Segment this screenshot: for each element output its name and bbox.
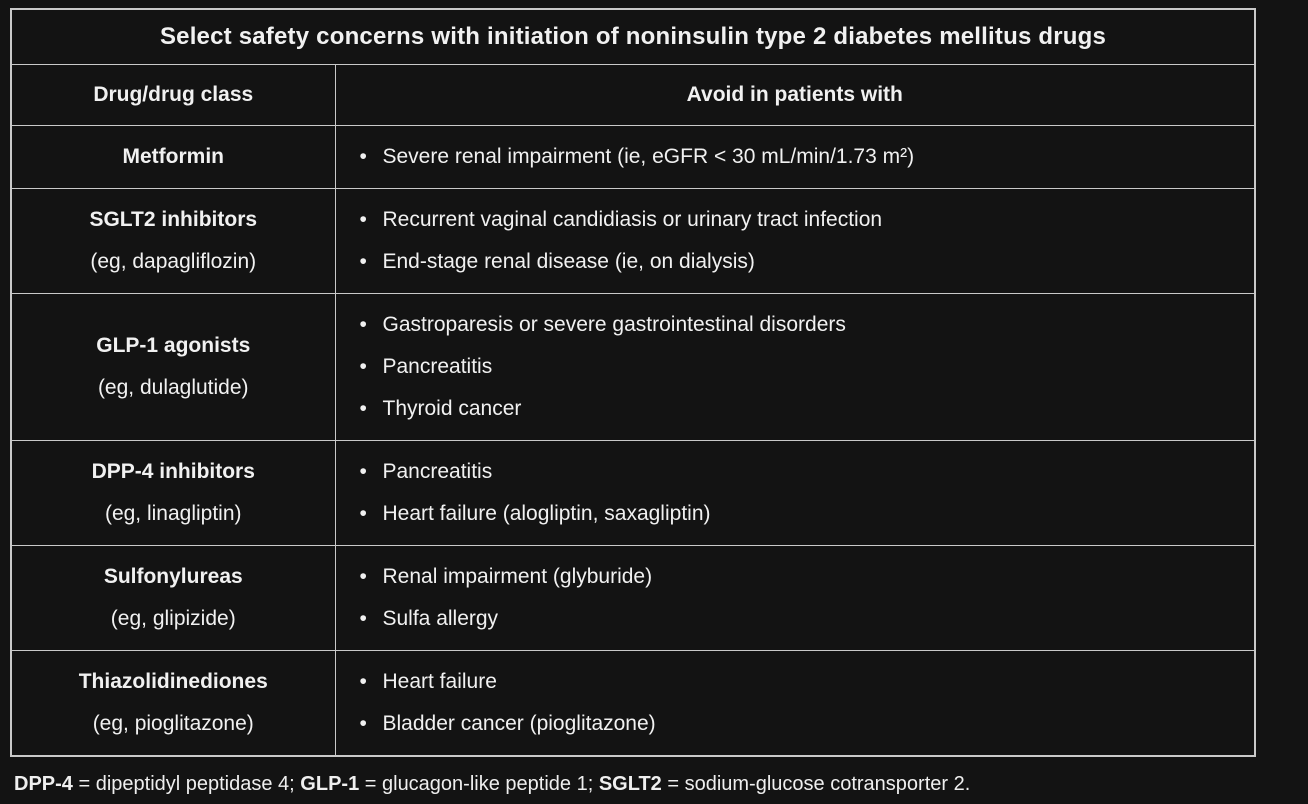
table-row-metformin: Metformin • Severe renal impairment (ie, …: [10, 125, 1256, 189]
avoid-cell: • Renal impairment (glyburide) • Sulfa all…: [334, 545, 1256, 651]
list-item-text: End-stage renal disease (ie, on dialysis…: [382, 250, 755, 273]
title-row: Select safety concerns with initiation o…: [10, 8, 1256, 65]
drug-example: (eg, pioglitazone): [92, 712, 254, 735]
drug-cell: Sulfonylureas (eg, glipizide): [10, 545, 336, 651]
footnote-text: = dipeptidyl peptidase 4;: [72, 773, 301, 795]
drug-name: GLP-1 agonists: [96, 334, 251, 357]
drug-cell: DPP-4 inhibitors (eg, linagliptin): [10, 440, 336, 546]
bullet-icon: •: [359, 565, 367, 588]
list-item-text: Sulfa allergy: [382, 607, 499, 630]
list-item-text: Bladder cancer (pioglitazone): [382, 712, 656, 735]
list-item: • Sulfa allergy: [360, 598, 1245, 640]
table-row-sglt2: SGLT2 inhibitors (eg, dapagliflozin) • Re…: [10, 188, 1256, 294]
avoid-list: • Gastroparesis or severe gastrointestina…: [360, 304, 1245, 430]
list-item-text: Thyroid cancer: [382, 397, 522, 420]
list-item: • Pancreatitis: [360, 346, 1245, 388]
list-item: • Severe renal impairment (ie, eGFR < 30 …: [360, 136, 1245, 178]
drug-example: (eg, glipizide): [110, 607, 236, 630]
list-item-text: Recurrent vaginal candidiasis or urinary…: [382, 208, 883, 231]
safety-concerns-table: Select safety concerns with initiation o…: [10, 8, 1256, 757]
avoid-cell: • Recurrent vaginal candidiasis or urinar…: [334, 188, 1256, 294]
bullet-icon: •: [359, 712, 367, 735]
avoid-cell: • Severe renal impairment (ie, eGFR < 30 …: [334, 125, 1256, 189]
bullet-icon: •: [359, 250, 367, 273]
list-item: • Bladder cancer (pioglitazone): [360, 703, 1245, 745]
drug-name: Metformin: [122, 145, 225, 168]
drug-example: (eg, dapagliflozin): [90, 250, 257, 273]
list-item: • Renal impairment (glyburide): [360, 556, 1245, 598]
avoid-cell: • Pancreatitis • Heart failure (alogliptin…: [334, 440, 1256, 546]
list-item: • Thyroid cancer: [360, 388, 1245, 430]
avoid-list: • Severe renal impairment (ie, eGFR < 30 …: [360, 136, 1245, 178]
list-item: • End-stage renal disease (ie, on dialysi…: [360, 241, 1245, 283]
bullet-icon: •: [359, 607, 367, 630]
list-item: • Heart failure: [360, 661, 1245, 703]
drug-cell: Thiazolidinediones (eg, pioglitazone): [10, 650, 336, 757]
bullet-icon: •: [359, 355, 367, 378]
abbreviation-footnote: DPP-4 = dipeptidyl peptidase 4; GLP-1 = …: [14, 764, 1308, 804]
bullet-icon: •: [359, 145, 367, 168]
table-title: Select safety concerns with initiation o…: [10, 8, 1256, 65]
list-item: • Pancreatitis: [360, 451, 1245, 493]
drug-example: (eg, dulaglutide): [97, 376, 249, 399]
drug-name: Thiazolidinediones: [78, 670, 268, 693]
table-row-thiazolidinediones: Thiazolidinediones (eg, pioglitazone) • H…: [10, 650, 1256, 757]
drug-cell: SGLT2 inhibitors (eg, dapagliflozin): [10, 188, 336, 294]
avoid-list: • Heart failure • Bladder cancer (pioglita…: [360, 661, 1245, 745]
drug-example: (eg, linagliptin): [104, 502, 242, 525]
drug-name: DPP-4 inhibitors: [91, 460, 255, 483]
bullet-icon: •: [359, 502, 367, 525]
footnote-abbr: GLP-1: [300, 773, 360, 795]
table-row-dpp4: DPP-4 inhibitors (eg, linagliptin) • Panc…: [10, 440, 1256, 546]
footnote-abbr: SGLT2: [598, 773, 662, 795]
avoid-list: • Pancreatitis • Heart failure (alogliptin…: [360, 451, 1245, 535]
drug-cell: GLP-1 agonists (eg, dulaglutide): [10, 293, 336, 441]
header-row: Drug/drug class Avoid in patients with: [10, 64, 1256, 126]
bullet-icon: •: [359, 670, 367, 693]
list-item-text: Severe renal impairment (ie, eGFR < 30 m…: [382, 145, 915, 168]
table-row-glp1: GLP-1 agonists (eg, dulaglutide) • Gastro…: [10, 293, 1256, 441]
bullet-icon: •: [359, 397, 367, 420]
column-header-avoid: Avoid in patients with: [334, 64, 1256, 126]
list-item: • Gastroparesis or severe gastrointestina…: [360, 304, 1245, 346]
drug-name: Sulfonylureas: [103, 565, 243, 588]
footnote-text: = glucagon-like peptide 1;: [359, 773, 599, 795]
bullet-icon: •: [359, 313, 367, 336]
list-item-text: Gastroparesis or severe gastrointestinal…: [382, 313, 846, 336]
list-item-text: Heart failure (alogliptin, saxagliptin): [382, 502, 711, 525]
drug-name: SGLT2 inhibitors: [89, 208, 258, 231]
list-item-text: Heart failure: [382, 670, 497, 693]
bullet-icon: •: [359, 460, 367, 483]
list-item-text: Renal impairment (glyburide): [382, 565, 653, 588]
drug-cell: Metformin: [10, 125, 336, 189]
footnote-abbr: DPP-4: [14, 773, 73, 795]
avoid-list: • Recurrent vaginal candidiasis or urinar…: [360, 199, 1245, 283]
footnote-text: = sodium-glucose cotransporter 2.: [661, 773, 971, 795]
table-row-sulfonylureas: Sulfonylureas (eg, glipizide) • Renal imp…: [10, 545, 1256, 651]
column-header-drug-class: Drug/drug class: [10, 64, 336, 126]
list-item: • Heart failure (alogliptin, saxagliptin): [360, 493, 1245, 535]
list-item: • Recurrent vaginal candidiasis or urinar…: [360, 199, 1245, 241]
list-item-text: Pancreatitis: [382, 460, 493, 483]
list-item-text: Pancreatitis: [382, 355, 493, 378]
bullet-icon: •: [359, 208, 367, 231]
avoid-list: • Renal impairment (glyburide) • Sulfa all…: [360, 556, 1245, 640]
avoid-cell: • Heart failure • Bladder cancer (pioglita…: [334, 650, 1256, 757]
avoid-cell: • Gastroparesis or severe gastrointestina…: [334, 293, 1256, 441]
